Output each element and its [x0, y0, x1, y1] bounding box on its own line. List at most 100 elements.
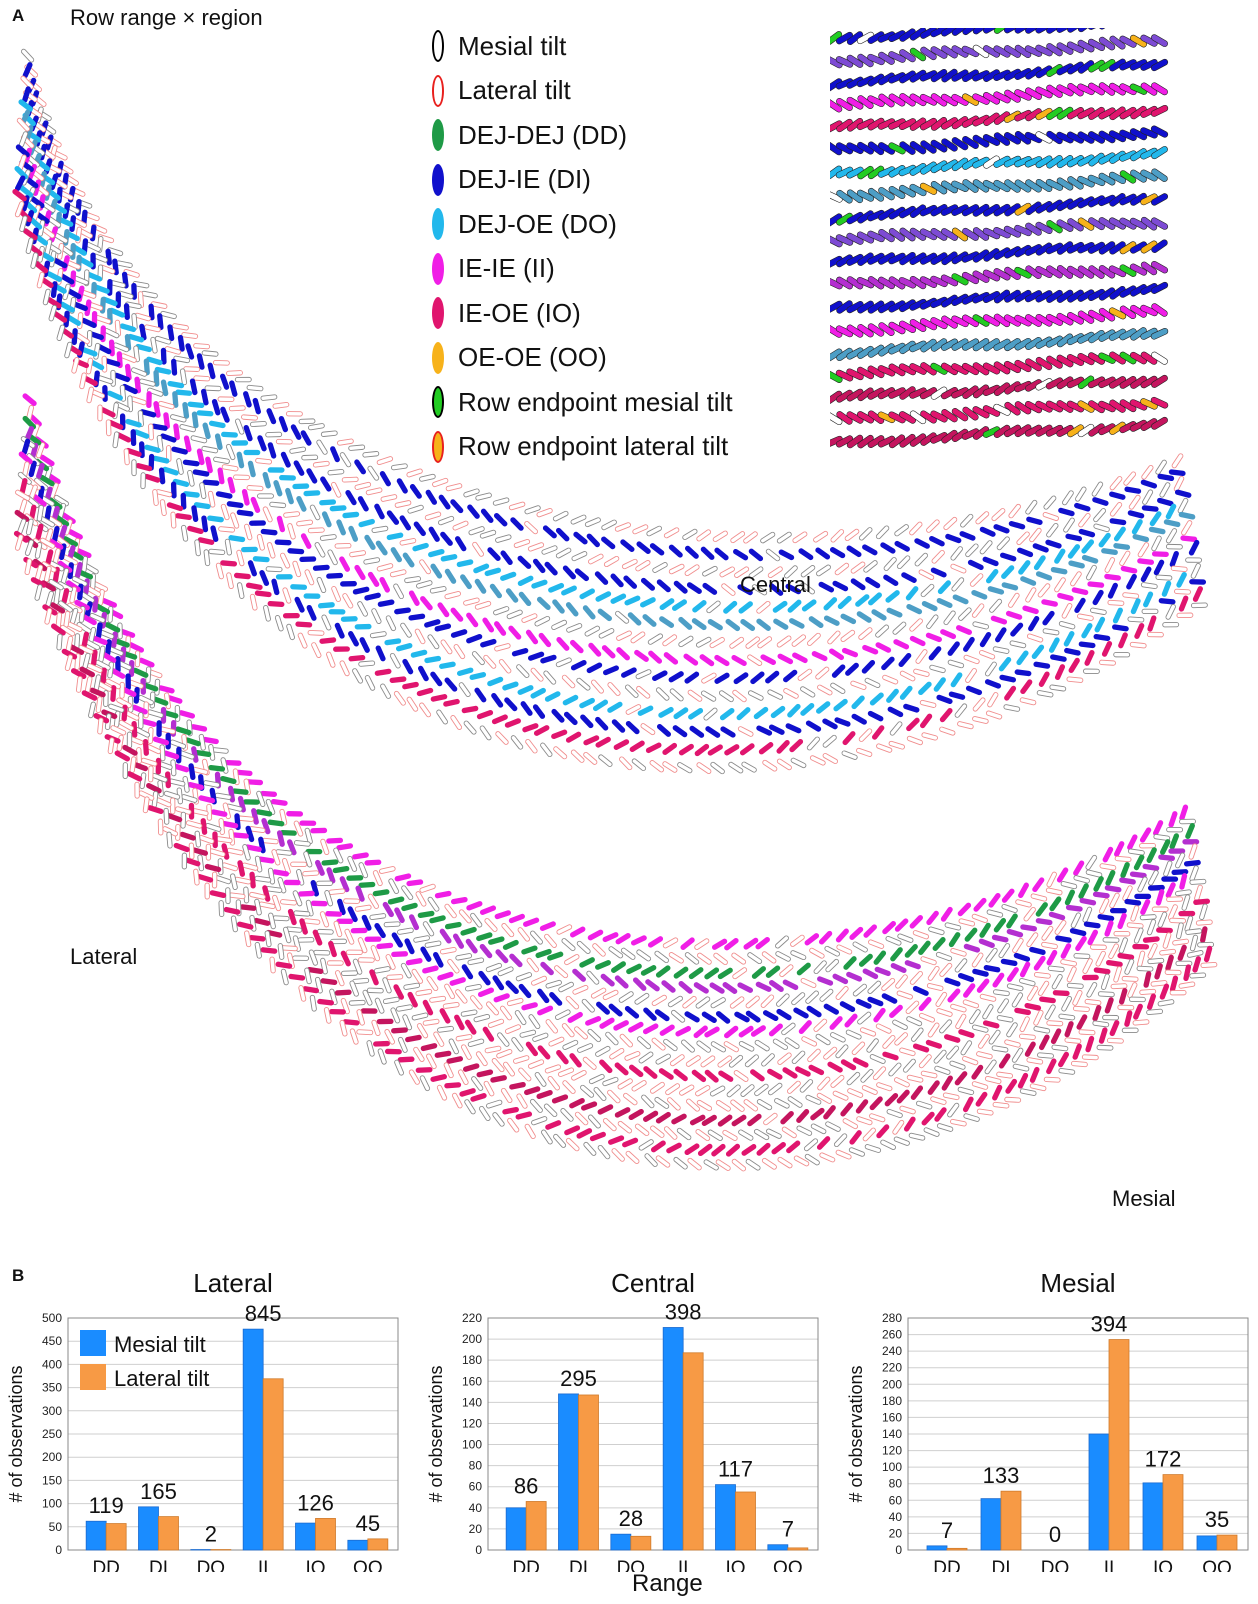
bar-mesial-tilt: [662, 1327, 684, 1551]
bar-mesial-tilt: [715, 1484, 736, 1551]
legend-label: Mesial tilt: [114, 1332, 206, 1357]
y-tick-label: 120: [882, 1444, 902, 1458]
y-tick-label: 500: [42, 1311, 62, 1325]
x-tick-label: DD: [92, 1558, 119, 1572]
region-label-mesial: Mesial: [1112, 1186, 1176, 1211]
legend-swatch: [432, 341, 444, 374]
y-tick-label: 40: [889, 1510, 903, 1524]
total-label: 28: [619, 1506, 643, 1531]
panel-a-letter: A: [12, 6, 25, 25]
total-label: 119: [89, 1493, 124, 1518]
y-tick-label: 200: [882, 1377, 902, 1391]
y-tick-label: 150: [42, 1473, 62, 1487]
x-tick-label: IO: [725, 1558, 745, 1572]
legend-swatch: [80, 1330, 106, 1356]
bar-lateral-tilt: [367, 1538, 389, 1551]
chart-mesial: Mesial 0 20 40 60 80 100 120 140 160 180 200 220 240 2…: [846, 1268, 1249, 1572]
legend-item: DEJ-IE (DI): [432, 160, 591, 200]
bar-lateral-tilt: [1216, 1534, 1238, 1551]
panel-b-letter: B: [12, 1266, 25, 1285]
y-tick-label: 250: [42, 1427, 62, 1441]
bar-lateral-tilt: [262, 1378, 284, 1551]
x-tick-label: IO: [305, 1558, 325, 1572]
bar-lateral-tilt: [946, 1547, 968, 1551]
x-tick-label: DI: [569, 1558, 588, 1572]
legend-label: IE-OE (IO): [458, 297, 581, 328]
legend-item: Mesial tilt: [432, 26, 566, 66]
legend-swatch: [432, 119, 444, 151]
bar-mesial-tilt: [980, 1498, 1002, 1551]
total-label: 394: [1091, 1312, 1128, 1337]
bar-lateral-tilt: [105, 1523, 127, 1551]
bar-lateral-tilt: [525, 1501, 547, 1551]
y-tick-label: 300: [42, 1404, 62, 1418]
legend-item: Lateral tilt: [432, 71, 571, 111]
bar-mesial-tilt: [1088, 1433, 1110, 1551]
y-tick-label: 0: [475, 1543, 482, 1557]
y-tick-label: 180: [882, 1394, 902, 1408]
total-label: 86: [514, 1473, 538, 1498]
y-tick-label: 400: [42, 1357, 62, 1371]
total-label: 165: [140, 1479, 177, 1504]
chart-title: Central: [611, 1268, 695, 1298]
legend-item: Row endpoint mesial tilt: [432, 382, 733, 422]
y-axis-label: # of observations: [426, 1365, 446, 1502]
legend-item: OE-OE (OO): [432, 338, 607, 378]
bar-lateral-tilt: [1000, 1490, 1022, 1551]
y-tick-label: 160: [462, 1374, 482, 1388]
total-label: 7: [941, 1518, 953, 1543]
y-tick-label: 140: [462, 1395, 482, 1409]
legend-item: Row endpoint lateral tilt: [432, 427, 728, 467]
y-tick-label: 120: [462, 1416, 482, 1430]
x-tick-label: DD: [512, 1558, 539, 1572]
total-label: 398: [665, 1299, 702, 1324]
total-label: 117: [718, 1457, 753, 1482]
legend-label: Row endpoint lateral tilt: [458, 431, 729, 461]
y-tick-label: 100: [462, 1438, 482, 1452]
y-tick-label: 180: [462, 1353, 482, 1367]
region-label-central: Central: [740, 572, 811, 597]
legend-label: IE-IE (II): [458, 253, 555, 283]
bar-lateral-tilt: [682, 1352, 704, 1551]
legend-label: Lateral tilt: [458, 75, 571, 105]
total-label: 45: [356, 1511, 380, 1536]
total-label: 172: [1145, 1447, 1182, 1472]
total-label: 845: [245, 1301, 282, 1326]
bar-lateral-tilt: [735, 1491, 756, 1551]
y-tick-label: 20: [469, 1522, 483, 1536]
y-tick-label: 140: [882, 1427, 902, 1441]
legend-label: OE-OE (OO): [458, 342, 607, 372]
bar-mesial-tilt: [242, 1328, 264, 1551]
x-tick-label: DO: [617, 1558, 646, 1572]
bar-lateral-tilt: [1108, 1339, 1130, 1551]
bar-mesial-tilt: [767, 1544, 789, 1551]
panel-a-title: Row range × region: [70, 5, 263, 30]
plot-frame: [907, 1317, 1249, 1551]
bar-mesial-tilt: [295, 1522, 316, 1551]
bar-mesial-tilt: [610, 1533, 632, 1551]
total-label: 2: [205, 1522, 217, 1547]
y-tick-label: 350: [42, 1381, 62, 1395]
legend-label: Row endpoint mesial tilt: [458, 386, 733, 417]
y-tick-label: 40: [469, 1501, 483, 1515]
bar-mesial-tilt: [347, 1539, 369, 1551]
x-axis-title: Range: [632, 1570, 703, 1597]
bar-lateral-tilt: [1162, 1474, 1184, 1551]
y-tick-label: 200: [462, 1332, 482, 1346]
legend-swatch: [432, 163, 444, 196]
x-tick-label: II: [258, 1558, 269, 1572]
bar-mesial-tilt: [926, 1545, 948, 1551]
y-tick-label: 60: [889, 1493, 903, 1507]
plot-frame: [67, 1317, 399, 1551]
y-tick-label: 0: [55, 1543, 62, 1557]
legend-label: Lateral tilt: [114, 1366, 209, 1391]
y-tick-label: 80: [889, 1477, 903, 1491]
legend-swatch: [432, 30, 444, 62]
y-tick-label: 20: [889, 1526, 903, 1540]
y-tick-label: 220: [462, 1311, 482, 1325]
x-tick-label: II: [1104, 1558, 1115, 1572]
legend-item: DEJ-DEJ (DD): [432, 115, 627, 155]
chart-lateral: Lateral 0 50 100 150 200 250 300 350 400 450 500 # o…: [6, 1268, 399, 1572]
bar-lateral-tilt: [787, 1547, 809, 1551]
legend-swatch: [432, 430, 444, 463]
